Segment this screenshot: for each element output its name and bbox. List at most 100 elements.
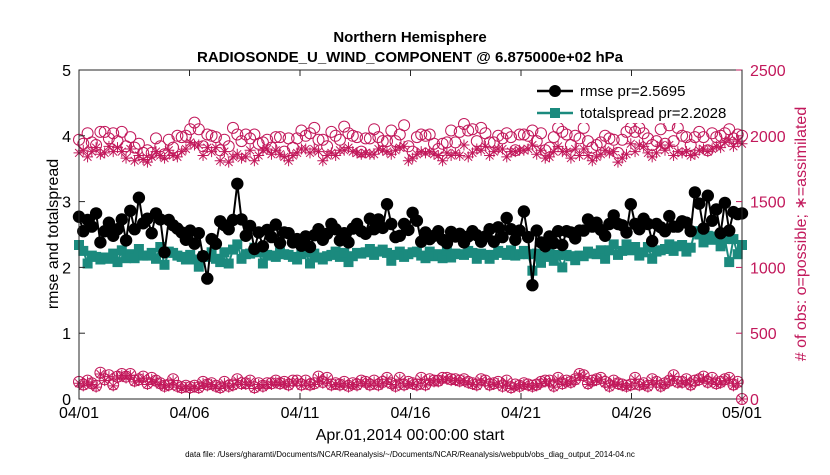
- totalspread-point: [698, 237, 709, 248]
- obs-assimilated-bottom-marker: [377, 377, 389, 389]
- obs-assimilated-bottom-marker: [471, 380, 483, 392]
- obs-assimilated-bottom-marker: [137, 372, 149, 384]
- totalspread-point: [108, 248, 119, 259]
- obs-assimilated-bottom-marker: [663, 376, 675, 388]
- main-series-group: [72, 177, 749, 292]
- totalspread-point: [133, 244, 144, 254]
- totalspread-point: [343, 257, 354, 268]
- obs-assimilated-bottom-marker: [659, 379, 671, 391]
- obs-assimilated-bottom-marker: [646, 375, 658, 387]
- obs-possible-top-marker: [291, 132, 304, 145]
- totalspread-point: [677, 240, 688, 250]
- obs-assimilated-bottom-marker: [180, 381, 192, 393]
- obs-assimilated-bottom-marker: [355, 376, 367, 388]
- obs-assimilated-bottom-marker: [334, 380, 346, 392]
- totalspread-point: [215, 257, 226, 268]
- obs-assimilated-bottom-marker: [321, 373, 333, 385]
- obs-assimilated-top-marker: [402, 155, 414, 167]
- rmse-point: [196, 250, 210, 263]
- obs-assimilated-top-marker: [150, 146, 162, 158]
- obs-possible-top-marker: [179, 129, 192, 142]
- y-left-tick-label: 1: [62, 326, 71, 343]
- obs-possible-top-marker: [385, 124, 398, 137]
- obs-possible-top-marker: [560, 128, 573, 141]
- footer-data-file: data file: /Users/gharamti/Documents/NCA…: [185, 450, 635, 459]
- obs-assimilated-bottom-marker: [616, 380, 628, 392]
- totalspread-point: [621, 239, 632, 250]
- obs-assimilated-top-marker: [586, 155, 598, 167]
- obs-assimilated-bottom-marker: [265, 379, 277, 391]
- obs-assimilated-top-marker: [706, 143, 718, 155]
- obs-assimilated-bottom-marker: [685, 380, 697, 392]
- x-tick-label: 05/01: [722, 405, 762, 422]
- totalspread-point: [437, 253, 448, 264]
- obs-assimilated-bottom-marker: [419, 380, 431, 392]
- obs-assimilated-top-marker: [124, 143, 136, 155]
- obs-assimilated-bottom-marker: [244, 376, 256, 388]
- obs-assimilated-top-marker: [291, 147, 303, 159]
- obs-assimilated-bottom-marker: [338, 377, 350, 389]
- obs-assimilated-bottom-marker: [133, 375, 145, 387]
- obs-possible-top-marker: [201, 128, 214, 141]
- obs-assimilated-top-marker: [278, 151, 290, 163]
- obs-assimilated-top-marker: [488, 146, 500, 158]
- obs-assimilated-top-marker: [223, 156, 235, 168]
- rmse-point: [598, 229, 612, 242]
- obs-assimilated-top-marker: [535, 144, 547, 156]
- obs-assimilated-top-marker: [432, 150, 444, 162]
- totalspread-point: [228, 244, 238, 255]
- obs-assimilated-bottom-marker: [278, 377, 290, 389]
- obs-assimilated-bottom-marker: [432, 376, 444, 388]
- rmse-point: [243, 219, 257, 233]
- obs-assimilated-bottom-marker: [283, 380, 295, 392]
- totalspread-point: [112, 257, 123, 268]
- obs-assimilated-top-marker: [214, 155, 226, 167]
- legend-rmse-label: rmse pr=2.5695: [580, 83, 685, 100]
- totalspread-point: [116, 245, 127, 256]
- obs-assimilated-bottom-marker: [561, 376, 573, 388]
- obs-assimilated-bottom-marker: [167, 375, 179, 387]
- obs-possible-top-marker: [453, 125, 466, 138]
- obs-assimilated-bottom-marker: [556, 379, 568, 391]
- obs-assimilated-bottom-marker: [586, 376, 598, 388]
- obs-assimilated-bottom-marker: [526, 381, 538, 393]
- rmse-point: [530, 224, 543, 237]
- obs-assimilated-top-marker: [428, 148, 440, 160]
- rmse-point: [440, 236, 454, 250]
- obs-assimilated-top-marker: [398, 140, 410, 152]
- obs-assimilated-bottom-marker: [638, 379, 650, 391]
- obs-possible-top-marker: [445, 124, 458, 137]
- rmse-point: [718, 196, 732, 210]
- obs-assimilated-top-marker: [321, 150, 333, 162]
- obs-assimilated-top-marker: [206, 146, 218, 158]
- obs-assimilated-bottom-marker: [184, 382, 196, 394]
- obs-assimilated-bottom-marker: [633, 380, 645, 392]
- rmse-point: [551, 225, 565, 238]
- obs-assimilated-top-marker: [274, 148, 286, 160]
- totalspread-point: [638, 247, 649, 258]
- obs-assimilated-top-marker: [612, 156, 624, 168]
- obs-assimilated-top-marker: [82, 151, 94, 163]
- obs-assimilated-bottom-marker: [642, 381, 654, 393]
- totalspread-point: [232, 239, 243, 250]
- obs-possible-top-marker: [535, 127, 547, 140]
- obs-assimilated-top-marker: [171, 151, 183, 163]
- obs-assimilated-bottom-marker: [257, 381, 269, 393]
- totalspread-point: [553, 249, 564, 260]
- obs-assimilated-top-marker: [642, 147, 654, 159]
- totalspread-point: [595, 245, 606, 256]
- obs-assimilated-bottom-marker: [218, 377, 230, 389]
- y-left-tick-label: 0: [62, 392, 71, 409]
- x-tick-label: 04/06: [169, 405, 209, 422]
- obs-assimilated-top-marker: [424, 146, 436, 158]
- obs-assimilated-top-marker: [501, 151, 513, 163]
- obs-assimilated-top-marker: [163, 144, 175, 156]
- obs-assimilated-bottom-marker: [351, 380, 363, 392]
- obs-possible-top-marker: [338, 120, 351, 133]
- obs-assimilated-top-marker: [197, 150, 209, 162]
- obs-possible-top-marker: [192, 123, 205, 136]
- obs-assimilated-bottom-marker: [304, 380, 316, 392]
- obs-assimilated-bottom-marker: [449, 375, 461, 387]
- totalspread-point: [146, 247, 157, 258]
- obs-assimilated-top-marker: [638, 140, 650, 152]
